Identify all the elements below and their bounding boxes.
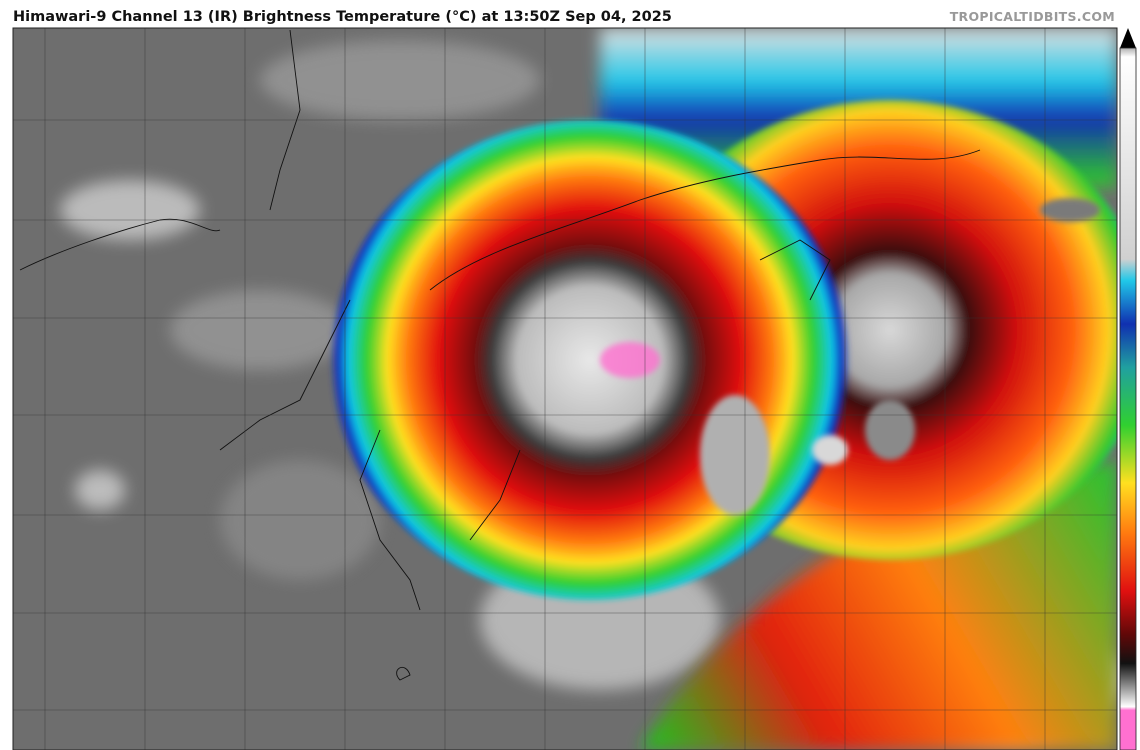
coastlines [19,29,981,681]
colorbar [1119,28,1137,750]
satellite-image [13,28,1117,750]
credit: TROPICALTIDBITS.COM [950,9,1115,24]
map-frame [12,27,1118,750]
title: Himawari-9 Channel 13 (IR) Brightness Te… [13,9,672,25]
grid [13,28,1117,750]
